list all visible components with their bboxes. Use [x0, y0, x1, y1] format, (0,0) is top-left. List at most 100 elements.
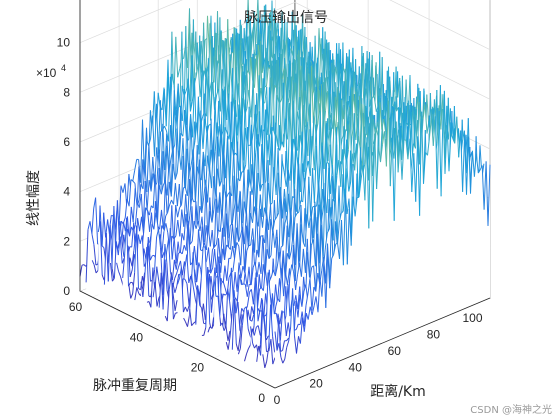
surface-segment-29-43 — [340, 149, 344, 187]
surface-segment-22-46 — [303, 125, 307, 173]
surface-segment-15-35 — [239, 171, 243, 182]
surface-segment-1-22 — [128, 179, 132, 207]
surface-segment-22-2 — [217, 295, 221, 318]
surface-segment-8-37 — [200, 119, 204, 149]
surface-segment-5-11 — [131, 250, 135, 267]
surface-segment-29-26 — [307, 252, 310, 278]
surface-segment-19-20 — [234, 242, 238, 256]
surface-segment-6-8 — [131, 254, 135, 270]
surface-segment-32-7 — [288, 327, 292, 342]
surface-segment-10-34 — [206, 155, 210, 172]
surface-segment-9-27 — [187, 178, 191, 223]
surface-segment-30-20 — [301, 291, 305, 307]
surface-segment-11-33 — [211, 140, 214, 189]
surface-segment-5-1 — [111, 277, 115, 282]
surface-segment-7-22 — [165, 212, 169, 217]
surface-segment-21-26 — [258, 235, 262, 258]
surface-segment-2-1 — [93, 264, 97, 274]
surface-segment-25-27 — [284, 225, 288, 277]
surface-segment-32-108 — [485, 161, 489, 226]
surface-segment-2-30 — [150, 156, 154, 192]
surface-segment-22-0 — [213, 279, 217, 297]
surface-segment-25-33 — [296, 211, 300, 215]
surface-segment-7-37 — [194, 122, 198, 141]
surface-segment-14-25 — [213, 198, 217, 255]
surface-segment-26-48 — [331, 115, 335, 173]
surface-segment-20-38 — [275, 147, 279, 196]
surface-segment-17-14 — [210, 276, 214, 294]
surface-segment-19-21 — [236, 242, 240, 247]
surface-segment-14-16 — [196, 229, 199, 283]
surface-segment-27-2 — [247, 344, 251, 349]
surface-segment-9-0 — [134, 287, 138, 301]
surface-segment-5-53 — [213, 32, 217, 83]
z-exponent-power: 4 — [61, 63, 66, 73]
surface-segment-0-42 — [161, 87, 165, 110]
surface-segment-12-19 — [189, 241, 193, 245]
z-tick-label-4: 8 — [63, 85, 70, 99]
surface-segment-25-43 — [315, 145, 319, 193]
surface-segment-32-59 — [389, 134, 393, 187]
surface-segment-26-9 — [255, 272, 259, 322]
surface-segment-18-41 — [269, 127, 273, 166]
surface-segment-31-1 — [270, 339, 274, 365]
surface-segment-29-29 — [312, 239, 316, 267]
surface-segment-12-0 — [152, 282, 156, 298]
surface-segment-19-0 — [195, 285, 199, 325]
surface-segment-22-22 — [256, 261, 260, 278]
surface-segment-7-14 — [149, 223, 153, 251]
surface-segment-1-34 — [152, 115, 155, 157]
surface-segment-17-26 — [233, 199, 237, 248]
surface-segment-9-4 — [142, 272, 146, 287]
surface-segment-28-26 — [300, 248, 304, 277]
surface-segment-11-16 — [178, 251, 181, 254]
surface-segment-30-46 — [352, 153, 356, 171]
surface-segment-6-7 — [129, 269, 133, 278]
surface-segment-16-25 — [225, 213, 229, 250]
surface-segment-32-82 — [434, 116, 438, 189]
surface-segment-18-7 — [202, 303, 206, 320]
surface-segment-15-1 — [172, 313, 176, 320]
surface-segment-21-39 — [283, 172, 287, 187]
surface-segment-16-27 — [229, 223, 233, 226]
surface-segment-29-8 — [271, 293, 275, 314]
surface-segment-31-87 — [438, 105, 442, 130]
surface-segment-25-14 — [259, 298, 263, 312]
surface-segment-25-0 — [231, 299, 235, 350]
surface-segment-31-14 — [295, 324, 299, 330]
surface-segment-17-0 — [183, 317, 186, 323]
surface-segment-11-22 — [189, 206, 193, 245]
surface-segment-24-1 — [227, 335, 231, 350]
surface-segment-13-28 — [213, 188, 217, 210]
surface-segment-29-19 — [293, 295, 297, 306]
surface-segment-32-6 — [286, 340, 290, 348]
surface-segment-32-83 — [436, 110, 440, 189]
surface-segment-22-19 — [250, 267, 254, 285]
surface-segment-7-49 — [217, 88, 221, 112]
surface-segment-26-2 — [241, 308, 245, 326]
surface-segment-3-16 — [129, 226, 132, 237]
surface-segment-21-19 — [244, 272, 248, 287]
surface-segment-18-25 — [238, 235, 241, 242]
surface-segment-24-16 — [257, 289, 260, 308]
surface-segment-8-19 — [165, 223, 169, 233]
surface-segment-16-24 — [223, 213, 227, 264]
surface-segment-25-1 — [233, 299, 237, 345]
surface-segment-18-50 — [286, 102, 290, 140]
surface-segment-0-27 — [132, 170, 136, 182]
surface-segment-0-20 — [118, 185, 122, 226]
surface-segment-5-29 — [166, 160, 170, 196]
surface-segment-10-10 — [160, 247, 163, 284]
surface-segment-7-16 — [153, 212, 157, 230]
surface-segment-24-6 — [237, 301, 241, 331]
surface-segment-32-8 — [290, 288, 294, 328]
surface-segment-21-11 — [229, 267, 232, 302]
surface-segment-32-51 — [374, 133, 378, 190]
surface-segment-31-24 — [315, 273, 319, 292]
surface-segment-10-17 — [173, 237, 177, 264]
surface-segment-10-50 — [238, 85, 242, 125]
surface-segment-1-31 — [146, 140, 150, 146]
surface-segment-26-29 — [294, 223, 298, 265]
surface-segment-6-35 — [184, 117, 188, 189]
surface-segment-32-13 — [299, 317, 303, 344]
